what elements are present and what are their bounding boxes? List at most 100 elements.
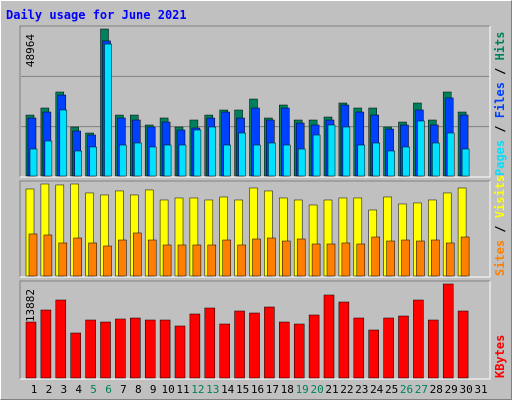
bar bbox=[89, 146, 97, 177]
bar bbox=[40, 309, 52, 379]
x-tick-label: 5 bbox=[90, 383, 97, 396]
bar bbox=[461, 148, 470, 177]
bar bbox=[341, 242, 351, 277]
bar bbox=[460, 236, 470, 277]
panel-frame-dark bbox=[19, 25, 490, 177]
bar bbox=[133, 232, 142, 277]
x-tick-label: 12 bbox=[191, 383, 204, 396]
x-tick-label: 22 bbox=[340, 383, 353, 396]
x-tick-label: 2 bbox=[46, 383, 53, 396]
bar bbox=[237, 244, 246, 277]
x-tick-label: 9 bbox=[150, 383, 157, 396]
legend: Sites / Visits bbox=[493, 175, 507, 276]
bar bbox=[279, 321, 290, 379]
bar bbox=[431, 239, 440, 277]
x-tick-label: 18 bbox=[281, 383, 294, 396]
bar bbox=[119, 144, 127, 177]
y-tick-label: 48964 bbox=[24, 34, 37, 67]
bar bbox=[282, 240, 291, 277]
bar bbox=[234, 310, 245, 379]
bar bbox=[353, 317, 365, 379]
bar bbox=[189, 313, 201, 379]
x-tick-label: 20 bbox=[310, 383, 323, 396]
x-tick-label: 27 bbox=[415, 383, 428, 396]
bar bbox=[43, 234, 53, 277]
bar bbox=[267, 237, 276, 277]
legend-entry: Files bbox=[493, 82, 507, 118]
bar bbox=[104, 43, 112, 177]
bar bbox=[74, 150, 82, 177]
bar bbox=[162, 244, 172, 277]
x-tick-label: 31 bbox=[474, 383, 487, 396]
legend-entry: Visits bbox=[493, 175, 507, 218]
legend: Pages / Files / Hits bbox=[493, 31, 507, 176]
bar bbox=[387, 150, 395, 177]
bar bbox=[28, 233, 38, 277]
x-tick-label: 3 bbox=[60, 383, 67, 396]
bar bbox=[174, 325, 186, 379]
bar bbox=[144, 319, 156, 379]
panel-frame-dark bbox=[19, 280, 490, 379]
bar bbox=[386, 240, 395, 277]
bar bbox=[148, 146, 157, 177]
legend-separator: / bbox=[493, 118, 507, 140]
x-tick-label: 14 bbox=[221, 383, 235, 396]
bar bbox=[178, 144, 187, 177]
bar bbox=[383, 317, 394, 379]
x-tick-label: 25 bbox=[385, 383, 398, 396]
legend-entry: KBytes bbox=[493, 335, 507, 378]
bar bbox=[371, 236, 380, 277]
x-tick-label: 6 bbox=[105, 383, 112, 396]
bar bbox=[368, 329, 379, 379]
bar bbox=[297, 148, 306, 177]
bar bbox=[264, 306, 275, 379]
bar bbox=[55, 299, 67, 379]
bar bbox=[238, 132, 246, 177]
bar bbox=[252, 238, 261, 277]
bar bbox=[457, 310, 469, 379]
bar bbox=[249, 312, 260, 379]
x-tick-label: 16 bbox=[251, 383, 264, 396]
bar bbox=[29, 148, 38, 177]
bar bbox=[130, 317, 141, 379]
bar bbox=[357, 144, 366, 177]
bar bbox=[192, 244, 202, 277]
legend: KBytes bbox=[493, 335, 507, 378]
bar bbox=[115, 318, 126, 379]
bar bbox=[88, 242, 97, 277]
x-tick-label: 21 bbox=[325, 383, 338, 396]
bar bbox=[70, 332, 81, 379]
bar bbox=[372, 142, 380, 177]
bar bbox=[402, 146, 410, 177]
bar bbox=[445, 242, 455, 277]
bar bbox=[58, 242, 68, 277]
bar bbox=[219, 323, 230, 379]
bar bbox=[85, 319, 96, 379]
bar bbox=[401, 239, 410, 277]
bar bbox=[356, 243, 366, 277]
legend-separator: / bbox=[493, 60, 507, 82]
bar bbox=[118, 239, 127, 277]
bar bbox=[326, 243, 336, 277]
x-tick-label: 19 bbox=[296, 383, 309, 396]
bar bbox=[208, 126, 217, 177]
bar bbox=[338, 301, 350, 379]
bar bbox=[204, 307, 216, 379]
bar bbox=[308, 314, 320, 379]
bar bbox=[134, 142, 142, 177]
bar bbox=[103, 245, 112, 277]
x-tick-label: 23 bbox=[355, 383, 368, 396]
bar bbox=[193, 129, 202, 177]
bar bbox=[253, 144, 261, 177]
bar bbox=[163, 144, 172, 177]
bar bbox=[442, 283, 454, 379]
x-tick-label: 7 bbox=[120, 383, 127, 396]
bar bbox=[432, 142, 440, 177]
bar bbox=[159, 319, 171, 379]
x-tick-label: 28 bbox=[430, 383, 443, 396]
bar bbox=[446, 132, 455, 177]
x-tick-label: 8 bbox=[135, 383, 142, 396]
bar bbox=[44, 140, 53, 177]
